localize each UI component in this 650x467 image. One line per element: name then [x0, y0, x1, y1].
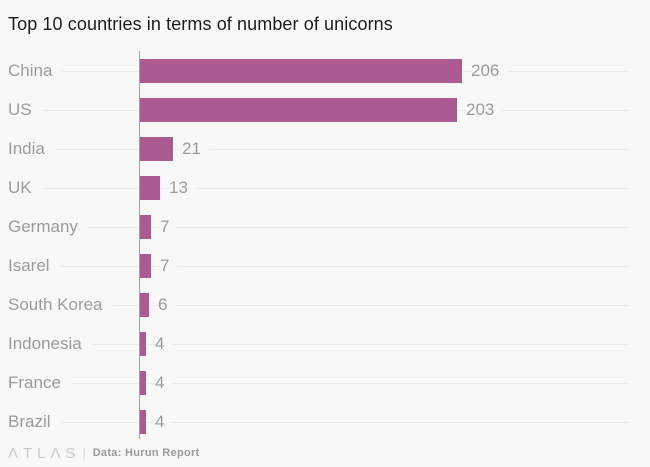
bar: [140, 58, 462, 83]
footer-divider: |: [82, 446, 86, 460]
bar-row: China 206: [0, 51, 650, 90]
bar-row: Indonesia 4: [0, 324, 650, 363]
bar: [140, 214, 151, 239]
gridline: [8, 304, 630, 306]
gridline: [8, 187, 630, 189]
bar-chart: China 206 US 203 India 21 UK 13 Germany 7 Isarel 7 S…: [0, 51, 650, 441]
bar: [140, 292, 149, 317]
bar-row: Isarel 7: [0, 246, 650, 285]
category-label: US: [0, 97, 42, 122]
bar-row: UK 13: [0, 168, 650, 207]
chart-title: Top 10 countries in terms of number of u…: [8, 14, 393, 34]
y-axis-line: [139, 51, 140, 439]
value-label: 4: [155, 370, 173, 395]
value-label: 206: [471, 58, 508, 83]
gridline: [8, 226, 630, 228]
category-label: France: [0, 370, 71, 395]
category-label: Indonesia: [0, 331, 92, 356]
value-label: 7: [160, 253, 178, 278]
bar: [140, 136, 173, 161]
bar: [140, 370, 146, 395]
footer: ΛTLΛS | Data: Hurun Report: [8, 444, 200, 462]
value-label: 4: [155, 331, 173, 356]
gridline: [8, 421, 630, 423]
bar: [140, 409, 146, 434]
bar-row: US 203: [0, 90, 650, 129]
category-label: India: [0, 136, 55, 161]
category-label: South Korea: [0, 292, 113, 317]
value-label: 6: [158, 292, 176, 317]
value-label: 13: [169, 175, 196, 200]
category-label: Brazil: [0, 409, 61, 434]
bar: [140, 97, 457, 122]
data-source: Data: Hurun Report: [92, 447, 200, 459]
bar: [140, 175, 160, 200]
bar-rows-container: China 206 US 203 India 21 UK 13 Germany 7 Isarel 7 S…: [0, 51, 650, 441]
gridline: [8, 343, 630, 345]
bar-row: India 21: [0, 129, 650, 168]
bar-row: France 4: [0, 363, 650, 402]
value-label: 203: [466, 97, 503, 122]
category-label: China: [0, 58, 63, 83]
gridline: [8, 148, 630, 150]
atlas-logo: ΛTLΛS: [8, 444, 81, 462]
gridline: [8, 382, 630, 384]
category-label: Isarel: [0, 253, 60, 278]
bar-row: South Korea 6: [0, 285, 650, 324]
bar-row: Germany 7: [0, 207, 650, 246]
bar-row: Brazil 4: [0, 402, 650, 441]
bar: [140, 331, 146, 356]
value-label: 21: [182, 136, 209, 161]
value-label: 4: [155, 409, 173, 434]
gridline: [8, 265, 630, 267]
bar: [140, 253, 151, 278]
value-label: 7: [160, 214, 178, 239]
category-label: Germany: [0, 214, 88, 239]
category-label: UK: [0, 175, 42, 200]
